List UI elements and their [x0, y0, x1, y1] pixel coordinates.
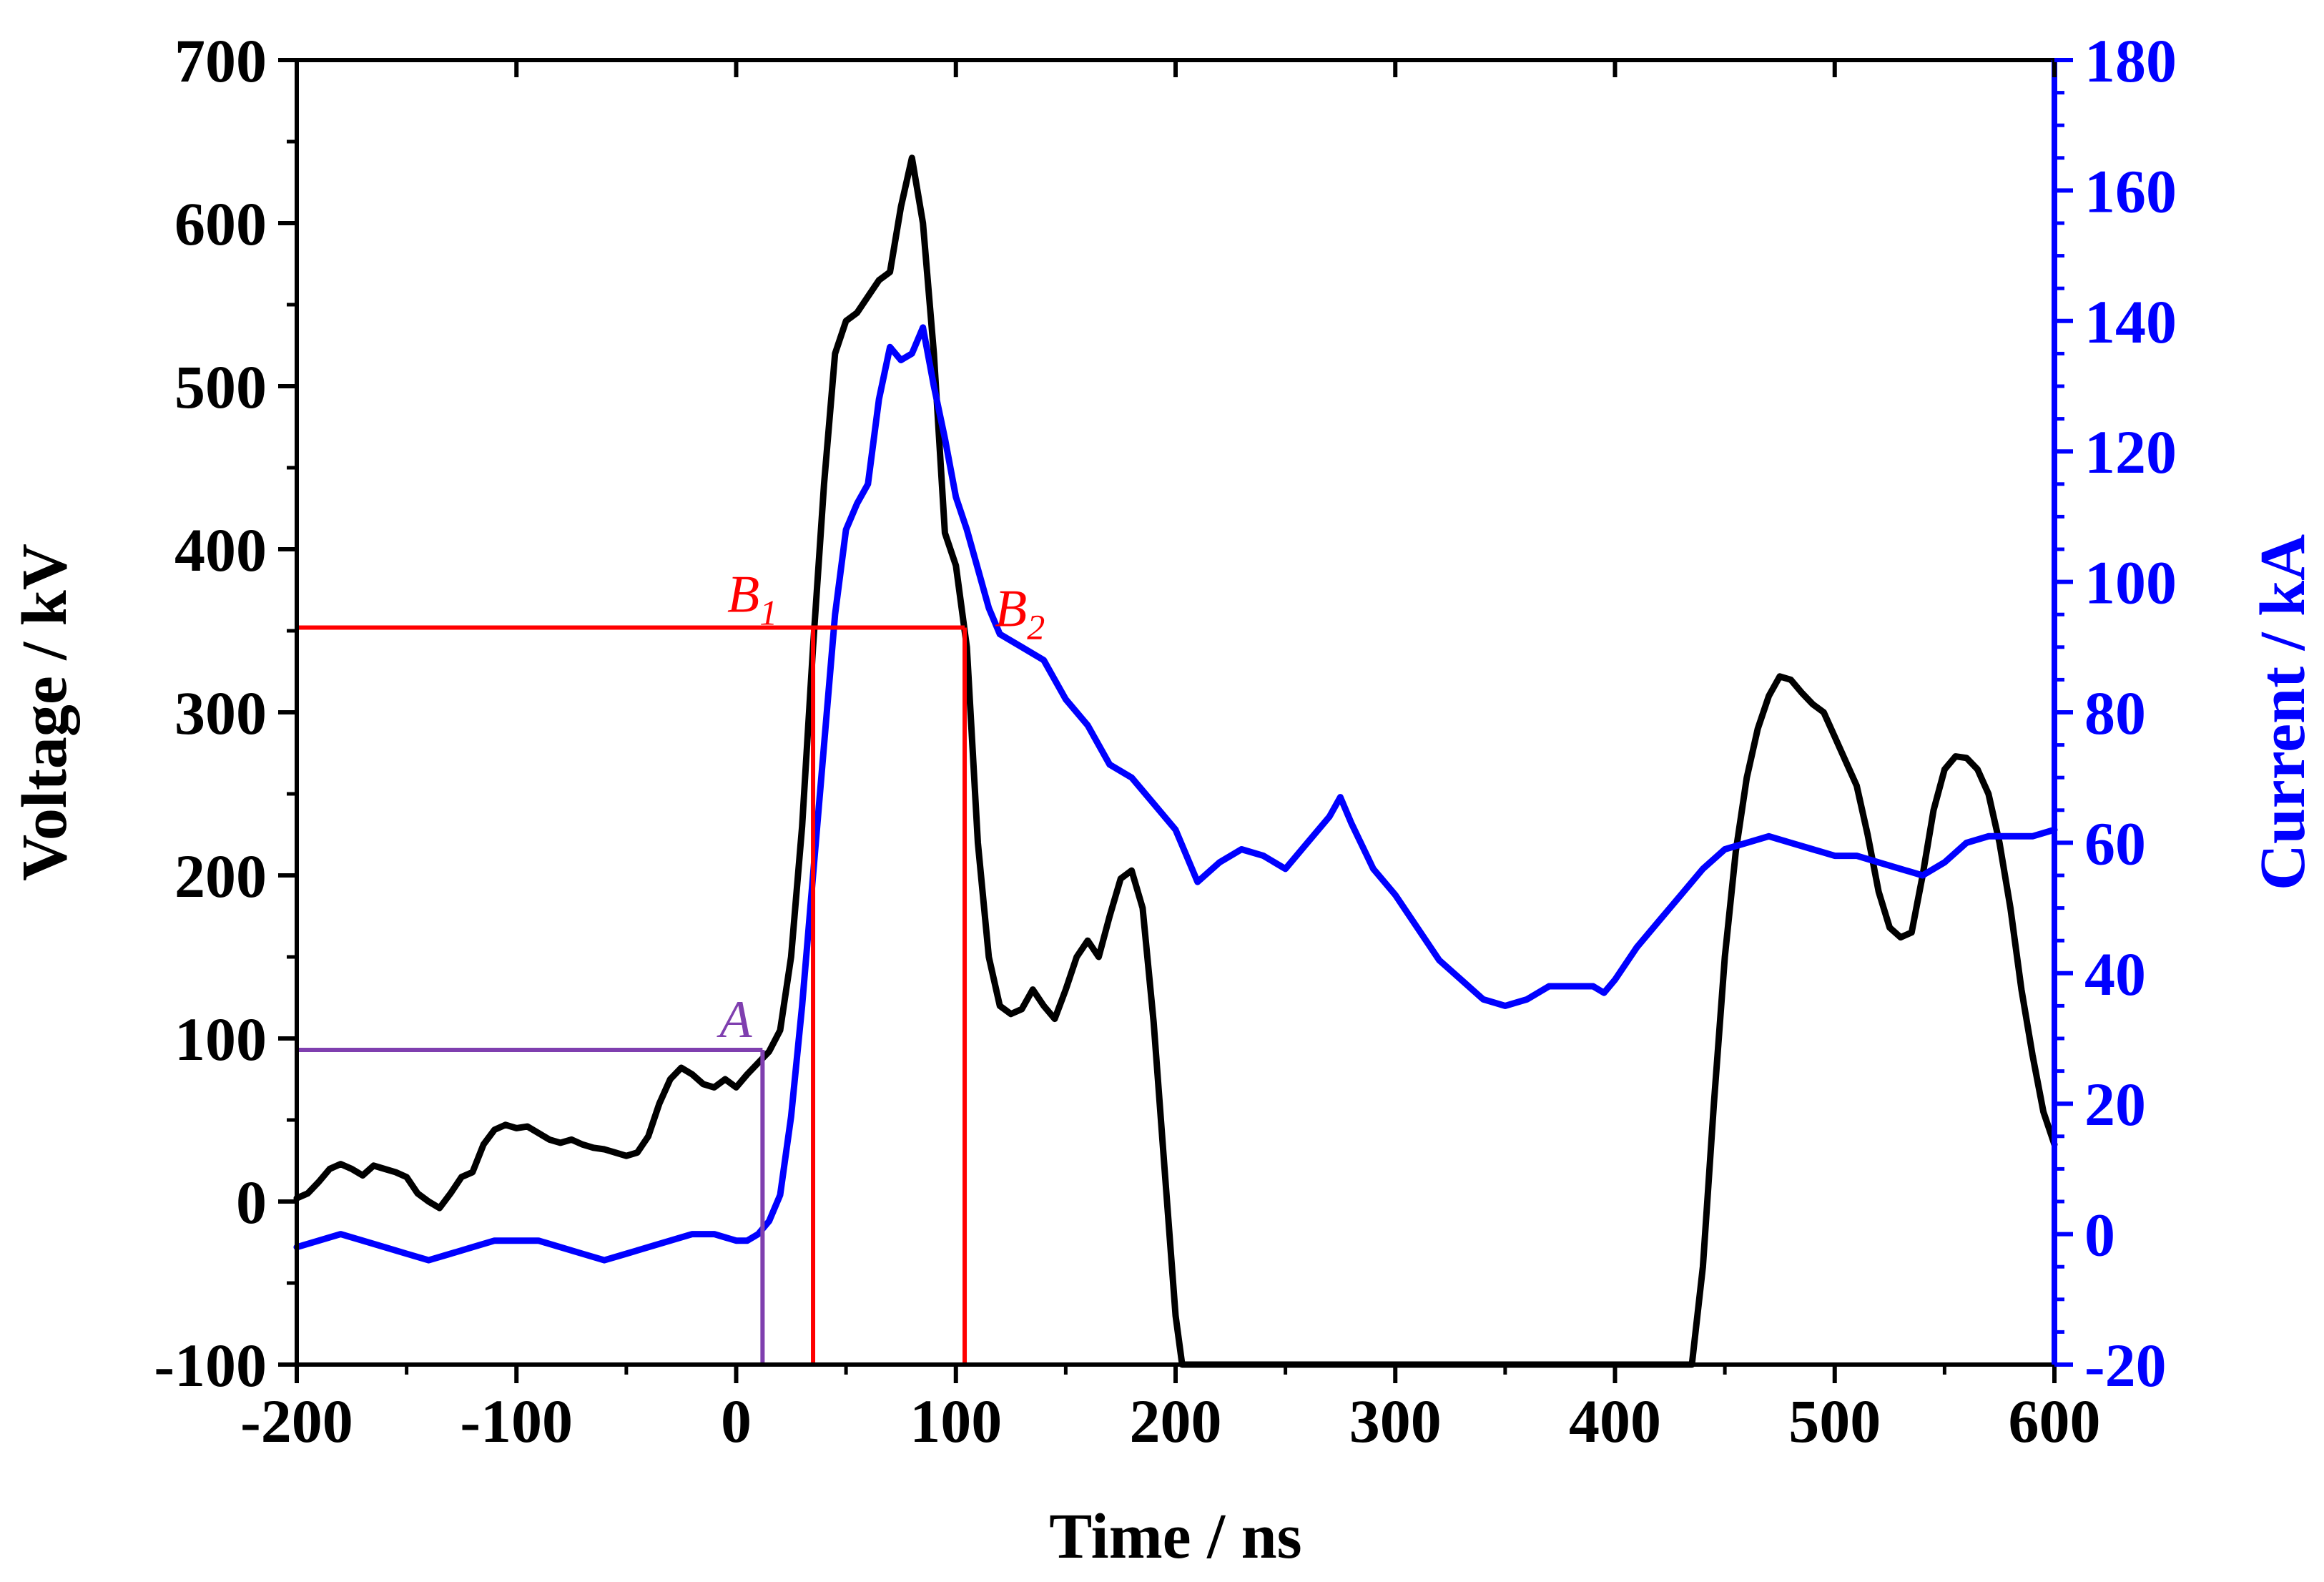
- current-line: [293, 324, 2058, 1264]
- x-axis-title: Time / ns: [1049, 1501, 1301, 1572]
- y-right-tick-label: 80: [2084, 679, 2146, 747]
- y-right-tick-label: 0: [2084, 1201, 2115, 1269]
- x-tick-label: 0: [721, 1387, 752, 1455]
- x-tick-label: 100: [910, 1387, 1002, 1455]
- y-right-tick-label: 100: [2084, 549, 2177, 617]
- y-left-tick-label: -100: [154, 1331, 267, 1400]
- annotation-layer: AB1 B2: [297, 565, 1045, 1365]
- series-layer: [293, 154, 2058, 1368]
- annotation-b2-label: B2: [995, 579, 1045, 647]
- y-left-tick-label: 100: [174, 1005, 267, 1074]
- y-left-tick-label: 400: [174, 516, 267, 584]
- x-tick-label: -200: [240, 1387, 353, 1455]
- y-right-tick-label: 180: [2084, 26, 2177, 95]
- x-tick-label: -100: [460, 1387, 573, 1455]
- x-tick-label: 400: [1569, 1387, 1661, 1455]
- x-tick-label: 200: [1130, 1387, 1222, 1455]
- annotation-a-letter: A: [716, 991, 752, 1049]
- y-left-tick-label: 300: [174, 679, 267, 747]
- y-right-tick-label: 60: [2084, 809, 2146, 878]
- annotation-b2-letter: B: [995, 579, 1027, 638]
- annotation-b2-subscript: 2: [1027, 606, 1045, 647]
- x-tick-label: 500: [1788, 1387, 1881, 1455]
- y-right-tick-label: 160: [2084, 157, 2177, 225]
- y-right-tick-label: 40: [2084, 940, 2146, 1008]
- y-left-tick-label: 0: [236, 1168, 267, 1237]
- voltage-line: [293, 154, 2058, 1368]
- y-left-tick-label: 200: [174, 842, 267, 910]
- x-tick-label: 600: [2009, 1387, 2101, 1455]
- y-right-tick-label: -20: [2084, 1331, 2167, 1400]
- y-right-tick-label: 20: [2084, 1070, 2146, 1139]
- y-left-tick-label: 500: [174, 353, 267, 421]
- y-left-tick-label: 600: [174, 190, 267, 258]
- annotation-b1-label: B1: [727, 565, 777, 632]
- axes-layer: -200 -100 0 100 200 300 400 500 600-100010020030…: [9, 26, 2318, 1572]
- annotation-b1-letter: B: [727, 565, 759, 624]
- y-right-axis-title: Current / kA: [2247, 534, 2318, 890]
- y-right-tick-label: 120: [2084, 418, 2177, 486]
- y-right-tick-label: 140: [2084, 288, 2177, 356]
- y-left-axis-title: Voltage / kV: [9, 544, 80, 881]
- y-left-tick-label: 700: [174, 26, 267, 95]
- x-tick-label: 300: [1349, 1387, 1442, 1455]
- annotation-a-label: A: [716, 991, 752, 1049]
